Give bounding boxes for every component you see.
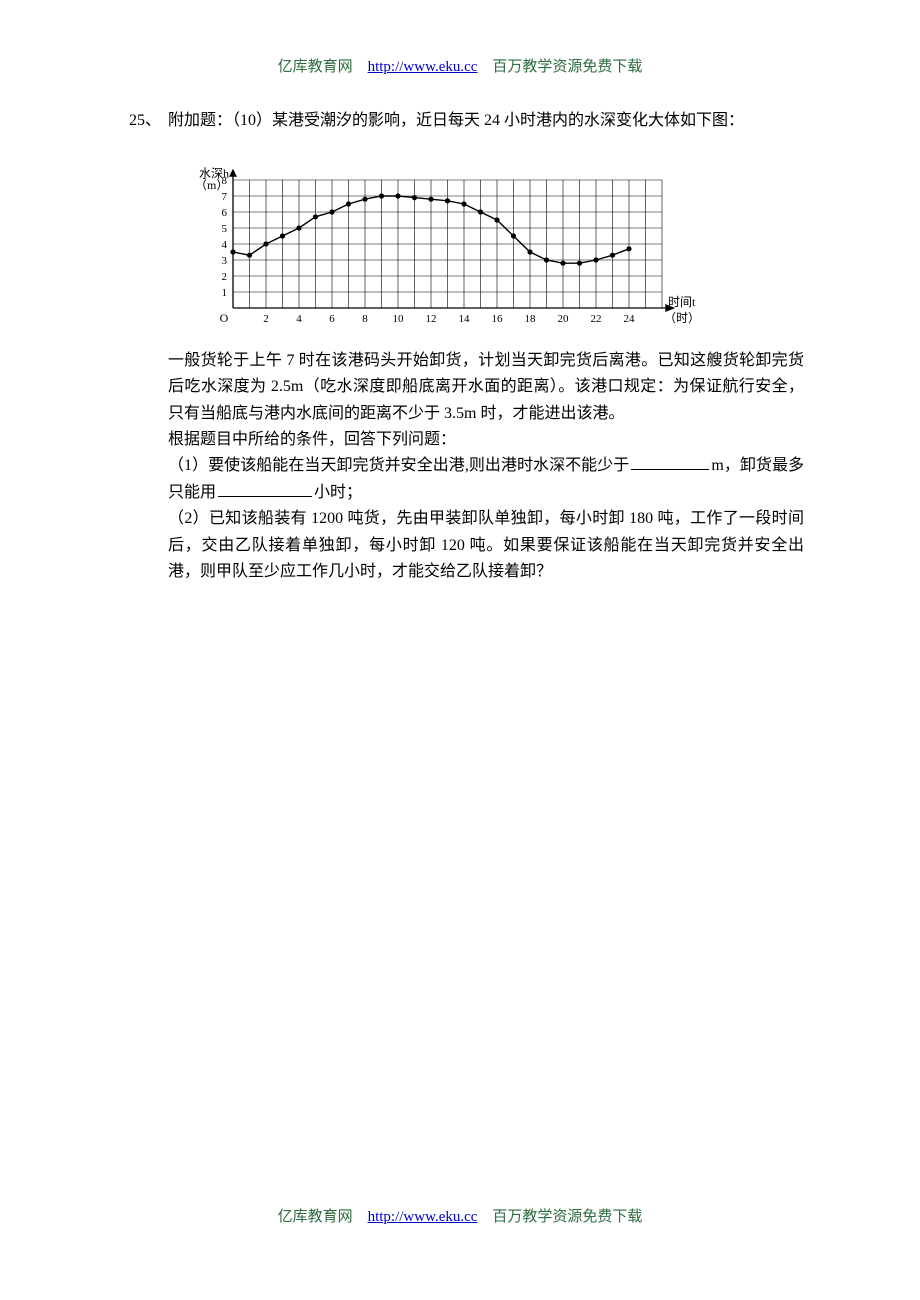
svg-text:16: 16: [492, 313, 504, 325]
svg-text:5: 5: [222, 223, 228, 235]
svg-text:2: 2: [263, 313, 269, 325]
question-para1: 一般货轮于上午 7 时在该港码头开始卸货，计划当天卸完货后离港。已知这艘货轮卸完…: [168, 348, 804, 427]
footer-brand: 亿库教育网: [278, 1209, 353, 1225]
svg-text:18: 18: [525, 313, 537, 325]
footer-link[interactable]: http://www.eku.cc: [368, 1209, 478, 1225]
svg-text:（时）: （时）: [664, 311, 700, 325]
page-header: 亿库教育网 http://www.eku.cc 百万教学资源免费下载: [0, 55, 920, 76]
svg-text:4: 4: [296, 313, 302, 325]
header-tagline: 百万教学资源免费下载: [492, 59, 642, 75]
svg-text:1: 1: [222, 287, 228, 299]
svg-text:3: 3: [222, 255, 228, 267]
svg-text:O: O: [220, 311, 229, 325]
svg-text:7: 7: [222, 191, 228, 203]
header-link[interactable]: http://www.eku.cc: [368, 59, 478, 75]
svg-text:24: 24: [624, 313, 636, 325]
svg-text:时间t: 时间t: [668, 295, 696, 309]
footer-tagline: 百万教学资源免费下载: [492, 1209, 642, 1225]
question-para2: 根据题目中所给的条件，回答下列问题：: [168, 427, 804, 453]
question-sub1: （1）要使该船能在当天卸完货并安全出港,则出港时水深不能少于m，卸货最多只能用小…: [168, 453, 804, 506]
question-intro: 附加题：（10）某港受潮汐的影响，近日每天 24 小时港内的水深变化大体如下图：: [168, 108, 804, 134]
svg-text:12: 12: [426, 313, 437, 325]
page-footer: 亿库教育网 http://www.eku.cc 百万教学资源免费下载: [0, 1205, 920, 1226]
svg-text:（m）: （m）: [195, 178, 228, 192]
svg-text:14: 14: [459, 313, 471, 325]
svg-text:6: 6: [329, 313, 335, 325]
svg-text:20: 20: [558, 313, 570, 325]
sub1-text-c: 小时；: [314, 484, 362, 501]
blank-hours: [218, 480, 312, 497]
svg-text:4: 4: [222, 239, 228, 251]
question-number: 25、: [129, 108, 161, 134]
header-brand: 亿库教育网: [278, 59, 353, 75]
svg-text:8: 8: [362, 313, 368, 325]
question-sub2: （2）已知该船装有 1200 吨货，先由甲装卸队单独卸，每小时卸 180 吨，工…: [168, 506, 804, 585]
blank-depth: [631, 453, 709, 470]
sub1-text-a: （1）要使该船能在当天卸完货并安全出港,则出港时水深不能少于: [168, 457, 629, 474]
chart-svg: 1234567824681012141618202224O水深h（m）时间t（时…: [178, 140, 708, 330]
svg-text:6: 6: [222, 207, 228, 219]
question-block: 25、 附加题：（10）某港受潮汐的影响，近日每天 24 小时港内的水深变化大体…: [132, 108, 804, 585]
svg-text:22: 22: [591, 313, 602, 325]
depth-chart: 1234567824681012141618202224O水深h（m）时间t（时…: [178, 140, 804, 339]
svg-text:2: 2: [222, 271, 228, 283]
svg-text:10: 10: [393, 313, 405, 325]
